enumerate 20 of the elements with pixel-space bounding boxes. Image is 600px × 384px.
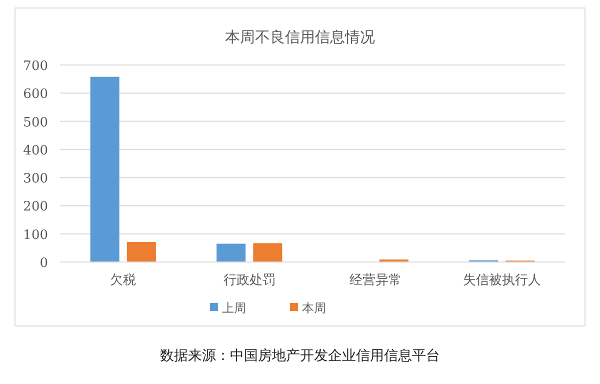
- y-tick-label: 400: [23, 143, 48, 158]
- y-tick-label: 700: [23, 59, 48, 74]
- y-tick-label: 200: [23, 200, 48, 215]
- y-tick-label: 100: [23, 228, 48, 243]
- bar: [126, 242, 156, 262]
- y-tick-label: 0: [40, 256, 48, 271]
- bar: [90, 76, 120, 262]
- x-tick-label: 行政处罚: [223, 273, 276, 288]
- legend-label: 上周: [222, 301, 246, 315]
- legend-label: 本周: [302, 301, 326, 315]
- bar: [253, 243, 282, 262]
- x-tick-label: 失信被执行人: [462, 273, 541, 288]
- y-tick-label: 600: [23, 87, 48, 102]
- x-tick-label: 经营异常: [350, 273, 402, 288]
- chart-title: 本周不良信用信息情况: [225, 28, 375, 46]
- y-tick-label: 300: [23, 172, 48, 187]
- x-tick-label: 欠税: [110, 273, 136, 288]
- source-note: 数据来源：中国房地产开发企业信用信息平台: [160, 348, 440, 364]
- bar: [216, 244, 246, 262]
- y-tick-label: 500: [23, 115, 48, 130]
